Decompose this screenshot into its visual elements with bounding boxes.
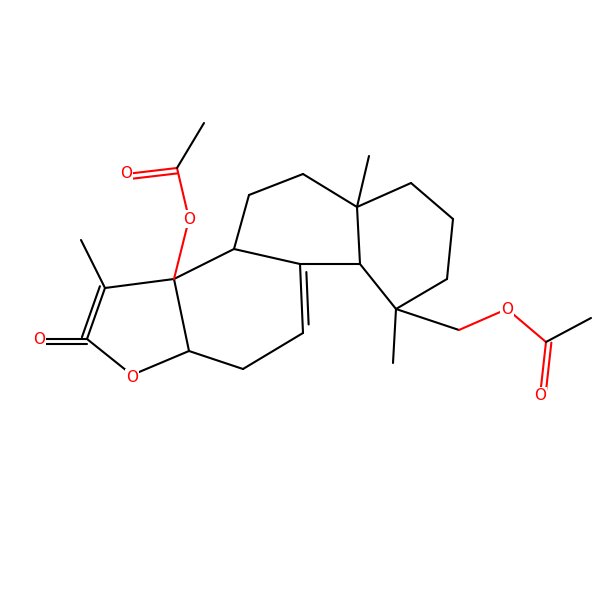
Text: O: O [120, 166, 132, 181]
Text: O: O [33, 331, 45, 346]
Text: O: O [501, 301, 513, 317]
Text: O: O [126, 370, 138, 385]
Text: O: O [183, 211, 195, 226]
Text: O: O [534, 389, 546, 403]
